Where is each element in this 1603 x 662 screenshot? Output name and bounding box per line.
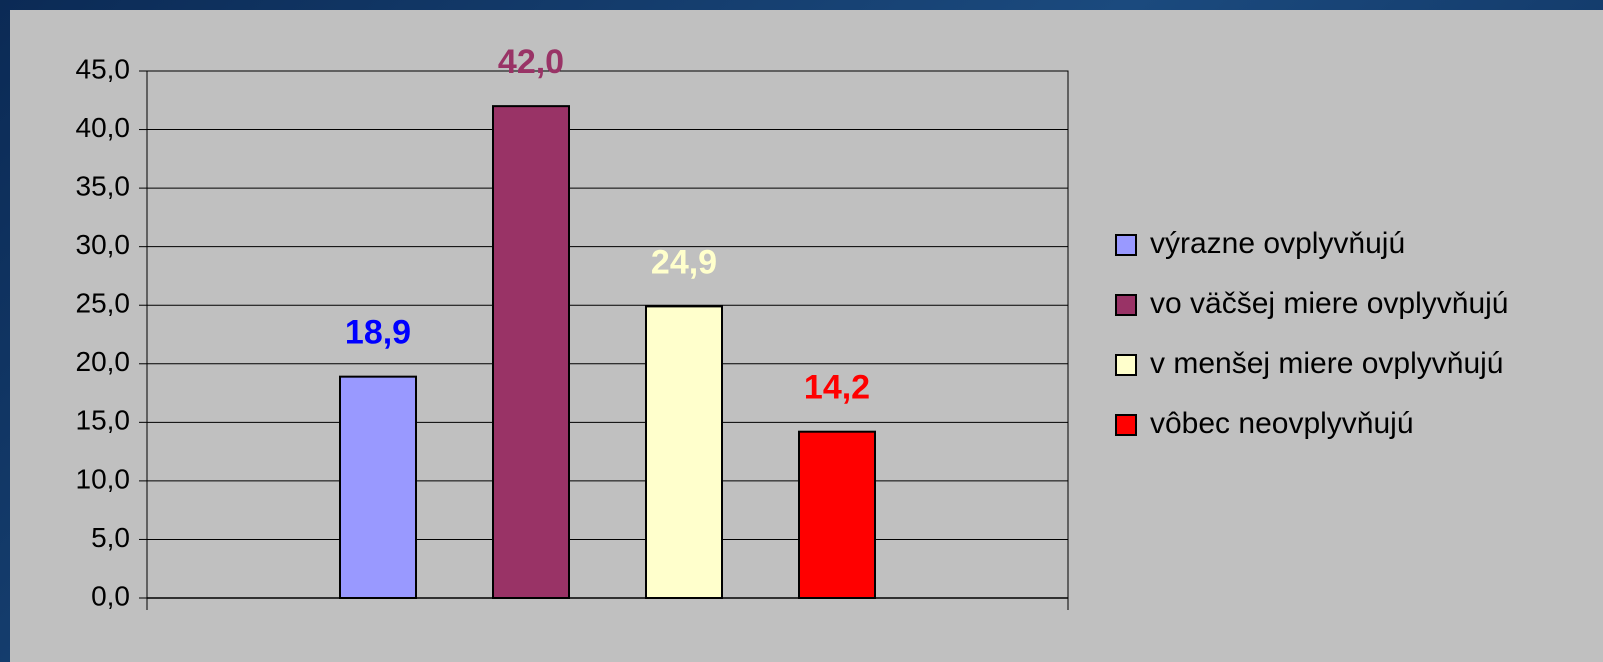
legend-swatch xyxy=(1115,234,1137,256)
y-tick-label: 30,0 xyxy=(76,229,131,260)
legend-label: vôbec neovplyvňujú xyxy=(1150,407,1414,440)
y-tick-label: 15,0 xyxy=(76,405,131,436)
legend-label: výrazne ovplyvňujú xyxy=(1150,227,1405,260)
y-tick-label: 10,0 xyxy=(76,463,131,494)
y-tick-label: 25,0 xyxy=(76,288,131,319)
data-label: 18,9 xyxy=(345,314,411,352)
bar xyxy=(798,430,876,599)
bar xyxy=(645,305,723,599)
y-tick-label: 5,0 xyxy=(91,522,130,553)
data-label: 42,0 xyxy=(498,43,564,81)
legend-swatch xyxy=(1115,354,1137,376)
legend-label: vo väčšej miere ovplyvňujú xyxy=(1150,287,1509,320)
y-tick-label: 35,0 xyxy=(76,171,131,202)
bar xyxy=(492,105,570,599)
legend-label: v menšej miere ovplyvňujú xyxy=(1150,347,1503,380)
data-label: 24,9 xyxy=(651,243,717,281)
y-tick-label: 0,0 xyxy=(91,580,130,611)
y-tick-label: 20,0 xyxy=(76,346,131,377)
bar xyxy=(339,375,417,599)
y-tick-label: 40,0 xyxy=(76,112,131,143)
data-label: 14,2 xyxy=(804,369,870,407)
legend-swatch xyxy=(1115,294,1137,316)
y-tick-label: 45,0 xyxy=(76,53,131,84)
legend-swatch xyxy=(1115,414,1137,436)
